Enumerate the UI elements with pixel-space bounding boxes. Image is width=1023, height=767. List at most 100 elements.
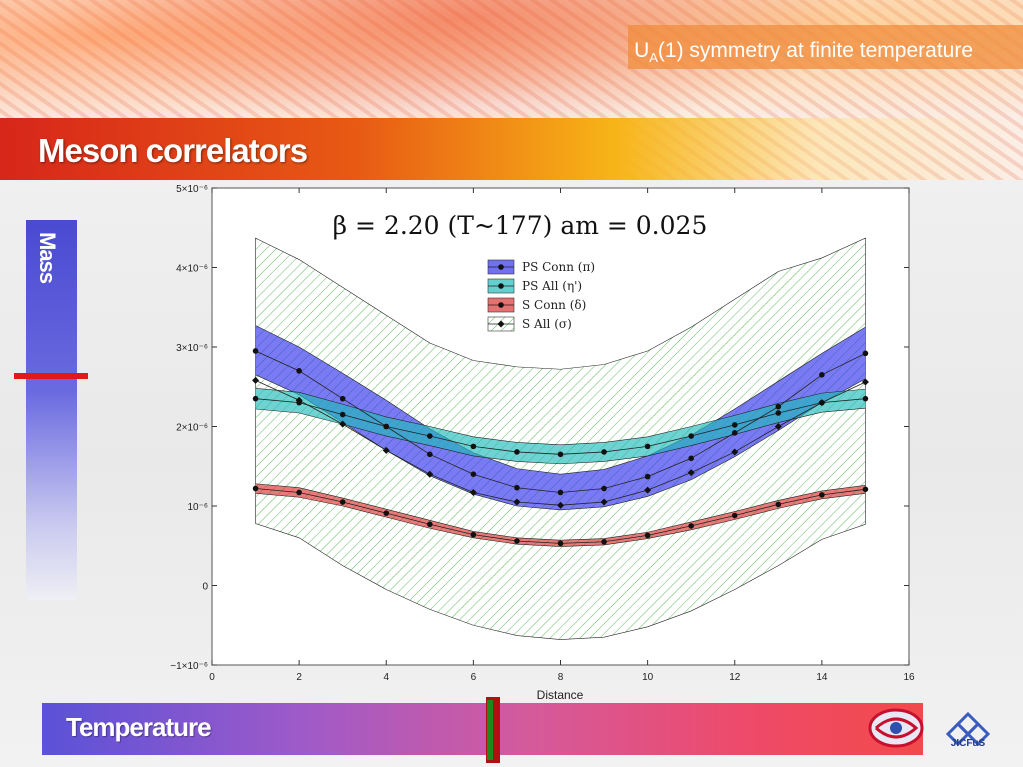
y-axis-ticks: −1×10⁻⁶ 0 10⁻⁶ 2×10⁻⁶ 3×10⁻⁶ 4×10⁻⁶ 5×10⁻⁶ [170, 184, 909, 672]
data-point-2-11 [731, 512, 738, 519]
data-point-1-9 [644, 443, 651, 450]
legend-label-0: PS Conn (π) [522, 260, 595, 274]
data-point-3-8 [600, 498, 608, 506]
data-point-2-7 [557, 540, 564, 547]
data-point-0-1 [296, 368, 302, 374]
legend-label-2: S Conn (δ) [522, 298, 586, 312]
data-point-3-9 [644, 486, 652, 494]
legend-marker-0 [498, 264, 504, 270]
legend: PS Conn (π) PS All (η') S Conn (δ) S All (σ… [487, 259, 595, 332]
x-tick-label-1: 2 [296, 672, 302, 683]
mass-label: Mass [35, 232, 60, 284]
data-point-2-2 [339, 499, 346, 505]
data-point-3-12 [774, 423, 782, 430]
data-point-3-4 [426, 470, 434, 478]
data-point-2-4 [427, 521, 433, 528]
temperature-marker-green [487, 700, 493, 760]
data-point-3-7 [557, 501, 564, 509]
x-tick-label-2: 4 [383, 672, 389, 683]
data-point-2-14 [862, 486, 869, 493]
jicfus-logo-icon [945, 711, 991, 747]
band-0 [255, 325, 866, 510]
band-lower-edge-0 [255, 374, 866, 511]
data-point-2-9 [644, 532, 651, 539]
y-tick-label-4: 3×10⁻⁶ [176, 343, 208, 354]
data-point-3-10 [687, 469, 695, 477]
data-point-1-7 [557, 451, 564, 458]
data-point-0-4 [427, 451, 433, 458]
x-tick-label-6: 12 [729, 672, 741, 683]
x-tick-label-5: 10 [642, 672, 654, 683]
data-point-1-5 [470, 443, 477, 450]
data-point-2-8 [601, 538, 607, 545]
band-3 [255, 237, 866, 640]
data-point-1-2 [339, 411, 346, 418]
data-point-3-3 [382, 446, 390, 454]
y-tick-label-2: 10⁻⁶ [187, 502, 208, 513]
legend-label-3: S All (σ) [522, 317, 572, 331]
legend-marker-3 [497, 320, 505, 328]
data-point-2-0 [252, 485, 259, 492]
band-lower-edge-1 [255, 407, 866, 465]
data-point-0-0 [252, 348, 259, 354]
y-tick-label-1: 0 [202, 582, 208, 593]
data-point-0-2 [339, 395, 346, 402]
data-point-3-11 [731, 448, 739, 456]
y-tick-label-6: 5×10⁻⁶ [176, 184, 208, 195]
chart-title: β = 2.20 (T~177) am = 0.025 [333, 211, 708, 240]
data-point-1-11 [731, 422, 738, 428]
subtitle-rest: (1) symmetry at finite temperature [657, 39, 973, 62]
band-2 [255, 483, 866, 547]
data-point-3-5 [469, 488, 477, 496]
subtitle-subscript: A [649, 50, 658, 66]
x-tick-label-4: 8 [558, 672, 564, 683]
data-point-2-6 [514, 538, 520, 544]
mass-scale-bar [26, 220, 77, 600]
data-point-0-12 [775, 403, 782, 410]
x-axis-label: Distance [537, 688, 584, 702]
band-1 [255, 388, 866, 464]
x-tick-label-7: 14 [816, 672, 828, 683]
y-tick-label-5: 4×10⁻⁶ [176, 264, 208, 275]
legend-marker-2 [498, 302, 504, 308]
data-point-1-3 [383, 423, 390, 430]
slide-title: Meson correlators [38, 132, 308, 169]
data-point-1-6 [514, 449, 520, 455]
data-point-0-9 [644, 473, 651, 480]
data-point-0-14 [862, 350, 869, 357]
subtitle-background [628, 25, 1023, 69]
data-point-2-3 [383, 510, 390, 516]
data-point-1-10 [688, 433, 694, 439]
legend-label-1: PS All (η') [522, 279, 582, 293]
data-point-2-5 [470, 531, 477, 538]
data-point-2-1 [296, 489, 302, 496]
band-upper-edge-0 [255, 325, 866, 475]
data-point-0-7 [557, 489, 564, 496]
data-point-0-13 [819, 372, 825, 378]
data-point-3-2 [339, 420, 347, 428]
jicfus-logo-text: JICFuS [950, 738, 986, 749]
band-lower-edge-2 [255, 492, 866, 547]
data-point-3-14 [861, 378, 869, 386]
data-point-1-0 [252, 395, 259, 402]
y-tick-label-0: −1×10⁻⁶ [170, 661, 208, 672]
temperature-scale-bar [42, 703, 923, 755]
data-point-0-8 [601, 485, 607, 492]
band-upper-edge-1 [255, 388, 866, 446]
y-tick-label-3: 2×10⁻⁶ [176, 423, 208, 434]
data-point-1-4 [427, 433, 433, 439]
data-point-2-13 [819, 492, 825, 498]
data-point-3-13 [818, 399, 826, 407]
mass-marker [14, 373, 88, 379]
data-point-0-6 [514, 484, 520, 491]
data-point-3-6 [513, 498, 521, 506]
legend-marker-1 [498, 283, 504, 289]
data-point-3-0 [252, 376, 260, 384]
data-point-3-1 [295, 396, 303, 404]
data-point-0-5 [470, 471, 477, 478]
band-upper-edge-2 [255, 483, 866, 541]
title-bar [0, 118, 1023, 180]
x-tick-label-8: 16 [903, 672, 915, 683]
x-axis-ticks: 0 2 4 6 8 10 12 14 16 [209, 188, 915, 683]
